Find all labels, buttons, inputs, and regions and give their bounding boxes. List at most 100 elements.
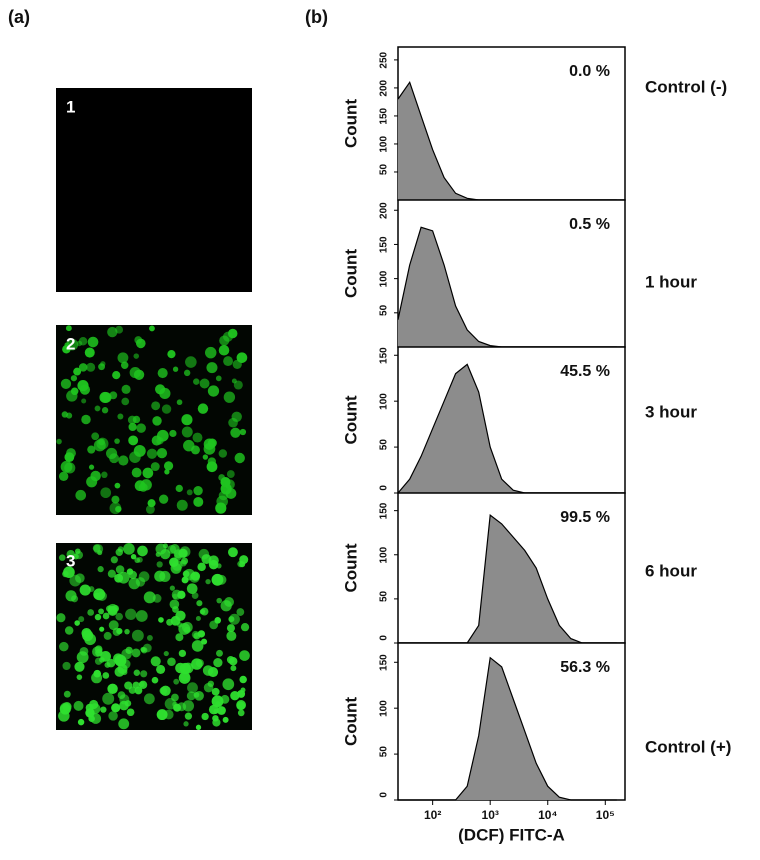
y-tick-label: 100 (379, 393, 390, 410)
y-tick-label: 250 (379, 51, 390, 68)
condition-label: Control (-) (645, 77, 727, 96)
percentage: 0.0 % (569, 63, 610, 80)
cell (58, 471, 69, 482)
cell (211, 695, 224, 708)
cell (95, 649, 103, 657)
cell (134, 336, 143, 344)
cell (211, 573, 224, 586)
cell (73, 700, 84, 711)
cell (117, 413, 124, 420)
cell (226, 624, 235, 633)
cell (206, 461, 218, 473)
cell (208, 559, 219, 570)
cell (111, 495, 120, 504)
cell (119, 700, 129, 711)
cell (223, 391, 236, 403)
cell (128, 422, 137, 432)
cell (66, 338, 79, 351)
cell (181, 426, 193, 438)
cell (156, 709, 168, 721)
cell (192, 432, 203, 443)
cell (184, 712, 193, 720)
cell (222, 716, 229, 723)
cell (131, 629, 144, 642)
cell (152, 594, 162, 603)
cell (216, 597, 222, 604)
cell (162, 543, 168, 549)
cell (206, 362, 218, 374)
cell (102, 612, 110, 620)
x-tick-label: 10³ (482, 808, 499, 822)
cell (118, 455, 129, 466)
y-tick-label: 150 (379, 107, 390, 124)
cell (143, 591, 156, 604)
cell (239, 428, 247, 436)
cell (128, 435, 139, 446)
cell (176, 399, 183, 406)
condition-label: 6 hour (645, 561, 697, 580)
cell (226, 630, 237, 641)
cell (128, 686, 137, 694)
cell (193, 691, 200, 698)
cell (172, 593, 178, 600)
y-tick-label: 150 (379, 654, 390, 671)
cell (88, 715, 95, 722)
cell (224, 479, 235, 490)
cell (108, 711, 118, 721)
cell (109, 453, 119, 464)
cell (111, 605, 120, 613)
cell (223, 331, 234, 342)
cell (90, 470, 101, 482)
cell (155, 551, 161, 557)
cell (114, 573, 124, 583)
y-axis-label: Count (341, 395, 360, 444)
x-tick-label: 10² (424, 808, 441, 822)
cell (111, 703, 121, 713)
cell (207, 438, 217, 448)
cell (99, 391, 111, 404)
cell (64, 452, 75, 463)
cell (99, 626, 105, 632)
cell (167, 350, 176, 359)
cell (100, 651, 111, 662)
cell (109, 391, 118, 400)
cell (151, 401, 161, 411)
cell (75, 489, 87, 501)
cell (87, 609, 95, 616)
cell (70, 387, 79, 396)
cell (187, 682, 198, 694)
cell (91, 432, 100, 441)
cell (115, 565, 125, 574)
cell (205, 346, 217, 359)
cell (140, 670, 148, 678)
cell (71, 595, 79, 603)
cell (70, 375, 78, 382)
cell (134, 480, 146, 492)
cell (134, 686, 143, 695)
cell (169, 429, 177, 438)
cell (133, 669, 141, 677)
cell (226, 470, 235, 478)
cell (218, 449, 228, 458)
cell (93, 439, 106, 452)
cell (159, 686, 168, 695)
percentage: 56.3 % (560, 659, 610, 676)
cell (203, 682, 214, 693)
cell (81, 627, 92, 639)
cell (147, 499, 156, 508)
cell (107, 683, 118, 695)
cell (186, 583, 198, 594)
cell (107, 326, 118, 338)
cell (186, 691, 196, 701)
cell (152, 416, 162, 426)
cell (58, 554, 66, 561)
condition-label: Control (+) (645, 737, 731, 756)
cells (56, 325, 250, 730)
cell (223, 356, 233, 367)
cell (230, 665, 237, 672)
condition-label: 1 hour (645, 272, 697, 291)
cell (93, 669, 102, 678)
y-axis-label: Count (341, 543, 360, 592)
